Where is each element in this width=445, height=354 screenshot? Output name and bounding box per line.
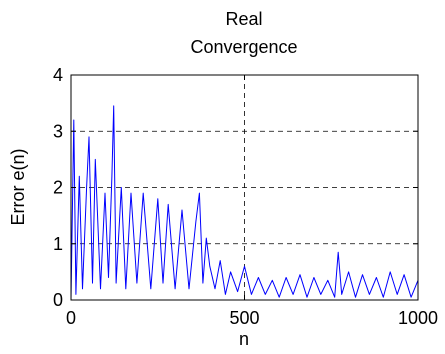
plot-area-frame <box>70 74 419 301</box>
chart-title-line1: Real <box>225 9 262 29</box>
x-tick-label-2: 1000 <box>398 308 438 328</box>
y-tick-label-0: 0 <box>53 290 63 310</box>
series-line-0 <box>70 105 419 301</box>
y-tick-label-1: 1 <box>53 234 63 254</box>
y-tick-label-3: 3 <box>53 121 63 141</box>
y-tick-label-4: 4 <box>53 65 63 85</box>
axes <box>70 74 419 301</box>
series-group <box>70 105 419 301</box>
tick-labels: 0 1 2 3 4 0 500 1000 <box>53 65 438 328</box>
y-axis-label: Error e(n) <box>8 148 28 225</box>
x-tick-label-1: 500 <box>229 308 259 328</box>
chart-title-line2: Convergence <box>190 37 297 57</box>
grid-lines <box>71 75 418 300</box>
x-tick-label-0: 0 <box>66 308 76 328</box>
y-tick-label-2: 2 <box>53 178 63 198</box>
x-axis-label: n <box>239 329 249 349</box>
